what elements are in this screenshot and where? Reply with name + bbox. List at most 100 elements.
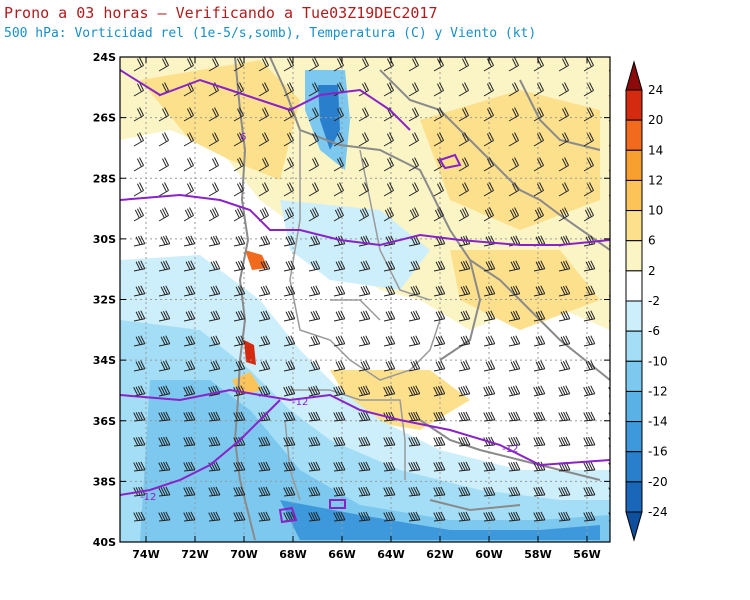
wind-barb-flag (512, 260, 518, 270)
wind-barb-flag (262, 260, 268, 270)
wind-barb-flag (312, 260, 318, 270)
wind-barb-flag (310, 236, 316, 245)
wind-barb-flag (311, 108, 317, 117)
wind-barb-flag (340, 461, 346, 471)
wind-barb (358, 293, 370, 297)
wind-barb (158, 393, 170, 397)
wind-barb-flag (339, 107, 344, 116)
wind-barb (383, 494, 395, 497)
wind-barb-flag (165, 461, 171, 471)
wind-barb (533, 343, 545, 347)
wind-barb (258, 469, 270, 472)
wind-barb (608, 495, 610, 497)
wind-barb-flag (414, 132, 419, 141)
wind-barb-flag (483, 512, 489, 521)
wind-barb-flag (465, 411, 471, 421)
wind-barb-flag (486, 108, 492, 117)
wind-barb-flag (433, 386, 439, 396)
wind-barb (158, 469, 170, 472)
wind-barb-flag (616, 437, 620, 445)
wind-barb-flag (284, 209, 290, 219)
latitude-label: 26S (93, 112, 116, 125)
wind-barb-flag (240, 411, 246, 421)
wind-barb-flag (558, 412, 564, 421)
wind-barb (608, 470, 610, 472)
wind-barb (233, 115, 244, 122)
wind-barb-flag (558, 437, 564, 446)
wind-barb-flag (165, 285, 171, 294)
wind-barb-flag (165, 486, 171, 496)
wind-barb (158, 215, 169, 222)
wind-barb-flag (337, 285, 343, 295)
wind-barb (333, 115, 344, 122)
wind-barb (308, 140, 319, 147)
wind-barb-flag (340, 486, 346, 496)
wind-barb (283, 419, 295, 422)
wind-barb (283, 318, 295, 322)
wind-barb (208, 115, 219, 122)
wind-barb-flag (135, 286, 141, 295)
wind-barb-flag (485, 487, 491, 496)
isotherm-label: -12 (140, 492, 156, 503)
longitude-label: 74W (132, 548, 159, 561)
wind-barb (333, 215, 344, 222)
wind-barb-flag (290, 511, 296, 521)
wind-barb (558, 318, 570, 322)
wind-barb (308, 519, 320, 522)
wind-barb-flag (312, 285, 318, 295)
wind-barb-flag (185, 336, 191, 345)
wind-barb (458, 268, 470, 272)
wind-barb-flag (314, 132, 319, 141)
wind-barb-flag (164, 132, 169, 141)
wind-barb-flag (539, 157, 544, 166)
wind-barb-flag (235, 286, 241, 295)
wind-barb (358, 215, 369, 222)
wind-barb-flag (512, 385, 518, 395)
wind-barb-flag (338, 511, 343, 521)
wind-barb (583, 368, 595, 372)
wind-barb (258, 343, 270, 347)
wind-barb-flag (239, 132, 244, 141)
wind-barb-flag (464, 157, 469, 166)
wind-barb-flag (213, 411, 218, 421)
wind-barb-flag (561, 133, 567, 142)
colorbar-label: 12 (648, 173, 663, 187)
wind-barb-flag (238, 486, 243, 496)
wind-barb-flag (587, 310, 593, 320)
wind-barb-flag (611, 337, 615, 345)
wind-barb-flag (261, 208, 267, 217)
wind-barb-flag (189, 107, 194, 116)
wind-barb-flag (360, 437, 366, 446)
wind-barb (283, 165, 294, 172)
wind-barb-flag (563, 511, 568, 521)
wind-barb-flag (361, 108, 367, 117)
wind-barb (258, 165, 269, 172)
wind-barb-flag (365, 385, 371, 394)
wind-barb-flag (210, 236, 216, 245)
wind-barb-flag (611, 412, 615, 420)
wind-barb-flag (539, 182, 544, 191)
latitude-label: 32S (93, 294, 116, 307)
wind-barb-flag (361, 158, 367, 167)
wind-barb-flag (364, 57, 369, 66)
wind-barb (508, 115, 519, 122)
wind-barb (508, 444, 520, 447)
wind-barb-flag (438, 411, 443, 421)
wind-barb-flag (440, 360, 446, 369)
wind-barb-flag (510, 261, 516, 270)
wind-barb-flag (235, 462, 241, 471)
wind-barb-flag (540, 436, 546, 446)
wind-barb-flag (440, 260, 446, 269)
wind-barb-flag (288, 436, 293, 446)
wind-barb-flag (540, 411, 546, 421)
wind-barb-flag (411, 83, 417, 92)
wind-barb-flag (333, 512, 339, 521)
wind-barb-flag (612, 59, 616, 67)
wind-barb (308, 165, 319, 172)
wind-barb-flag (364, 82, 369, 91)
wind-barb (533, 165, 544, 172)
wind-barb-flag (261, 183, 267, 192)
wind-barb-flag (160, 286, 166, 295)
wind-barb-flag (340, 360, 346, 369)
wind-barb-flag (388, 511, 393, 521)
